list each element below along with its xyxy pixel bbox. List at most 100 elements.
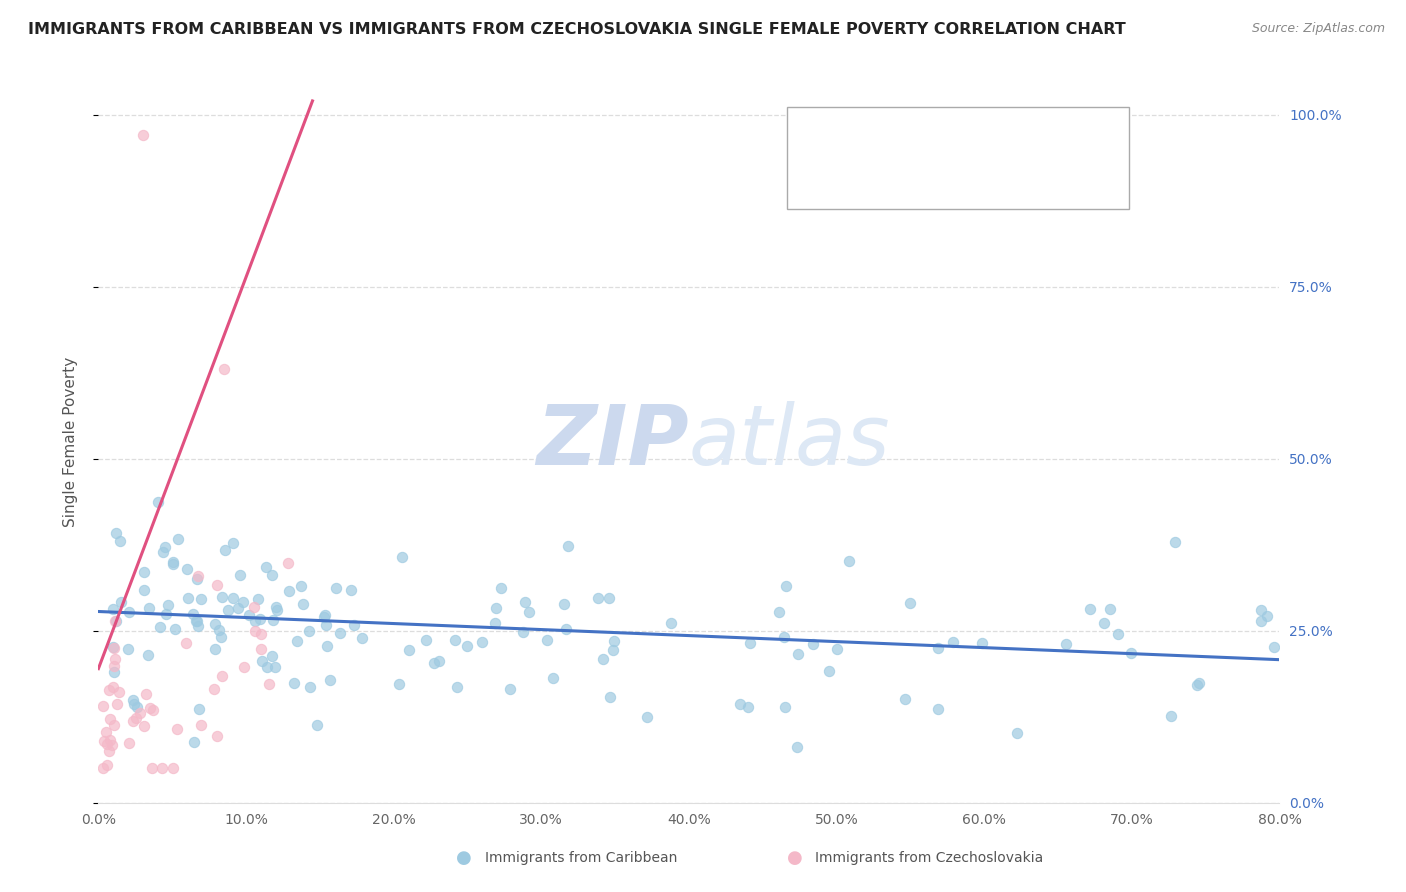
Bar bbox=[803, 120, 845, 152]
Point bbox=[96, 737, 118, 751]
Point bbox=[98, 733, 121, 747]
Point bbox=[339, 583, 361, 598]
Point bbox=[136, 648, 159, 662]
Point bbox=[254, 560, 277, 574]
Point bbox=[1078, 602, 1101, 616]
Text: R =: R = bbox=[858, 129, 884, 145]
Point bbox=[942, 635, 965, 649]
Point bbox=[91, 761, 114, 775]
Point bbox=[188, 702, 211, 716]
Point bbox=[446, 681, 468, 695]
Point bbox=[202, 682, 225, 697]
Point bbox=[1188, 676, 1211, 690]
Point bbox=[243, 614, 266, 628]
Point bbox=[260, 649, 283, 664]
Point bbox=[818, 664, 841, 678]
Bar bbox=[803, 161, 845, 194]
Point bbox=[103, 665, 125, 680]
Point bbox=[229, 567, 252, 582]
Text: IMMIGRANTS FROM CARIBBEAN VS IMMIGRANTS FROM CZECHOSLOVAKIA SINGLE FEMALE POVERT: IMMIGRANTS FROM CARIBBEAN VS IMMIGRANTS … bbox=[28, 22, 1126, 37]
Point bbox=[211, 669, 233, 683]
Point bbox=[93, 734, 115, 748]
Point bbox=[135, 687, 157, 701]
Point bbox=[768, 605, 790, 619]
Point bbox=[103, 640, 125, 655]
Point bbox=[232, 594, 254, 608]
Point bbox=[264, 600, 287, 615]
Point bbox=[97, 683, 120, 698]
Point bbox=[247, 591, 270, 606]
Point bbox=[1256, 609, 1278, 624]
Point bbox=[139, 701, 162, 715]
Point bbox=[162, 761, 184, 775]
Point bbox=[557, 539, 579, 553]
Point bbox=[176, 561, 198, 575]
Point bbox=[456, 639, 478, 653]
Point bbox=[222, 536, 245, 550]
Point bbox=[132, 128, 155, 143]
Y-axis label: Single Female Poverty: Single Female Poverty bbox=[63, 357, 77, 526]
Point bbox=[1107, 627, 1129, 641]
Point bbox=[217, 603, 239, 617]
Text: N =: N = bbox=[997, 129, 1024, 145]
Point bbox=[103, 602, 125, 616]
Point bbox=[186, 614, 208, 628]
Point bbox=[105, 614, 128, 628]
Point bbox=[208, 623, 231, 637]
Point bbox=[204, 616, 226, 631]
Point bbox=[104, 525, 127, 540]
Point bbox=[329, 625, 352, 640]
Point bbox=[471, 635, 494, 649]
Point bbox=[150, 761, 173, 775]
Point bbox=[142, 703, 165, 717]
Point bbox=[103, 641, 125, 656]
Text: ●: ● bbox=[456, 849, 472, 867]
Point bbox=[259, 676, 281, 690]
Point bbox=[250, 654, 273, 668]
Point bbox=[186, 572, 208, 586]
Point bbox=[415, 633, 437, 648]
Point bbox=[176, 636, 198, 650]
Point bbox=[166, 723, 188, 737]
Point bbox=[117, 642, 139, 657]
Point bbox=[233, 660, 256, 674]
Point bbox=[96, 758, 118, 772]
Point bbox=[444, 633, 467, 648]
Text: -0.260: -0.260 bbox=[910, 129, 965, 145]
Point bbox=[96, 725, 118, 739]
Point bbox=[129, 706, 152, 721]
Point bbox=[1160, 709, 1182, 723]
Text: Immigrants from Caribbean: Immigrants from Caribbean bbox=[485, 851, 678, 865]
Point bbox=[91, 699, 114, 714]
Point bbox=[893, 691, 915, 706]
Point bbox=[226, 600, 249, 615]
Point bbox=[1250, 603, 1272, 617]
Point bbox=[1263, 640, 1285, 655]
Text: ●: ● bbox=[786, 849, 803, 867]
Point bbox=[155, 607, 177, 622]
Point bbox=[315, 639, 337, 653]
Point bbox=[350, 631, 373, 645]
Point bbox=[738, 636, 761, 650]
Point bbox=[603, 633, 626, 648]
Point bbox=[737, 700, 759, 714]
Point bbox=[211, 590, 233, 604]
Point bbox=[315, 618, 337, 632]
Point bbox=[121, 693, 143, 707]
Point bbox=[391, 549, 413, 564]
Point bbox=[838, 554, 860, 568]
Point bbox=[187, 569, 209, 583]
Point bbox=[970, 636, 993, 650]
Point bbox=[489, 581, 512, 595]
Point bbox=[124, 711, 146, 725]
Point bbox=[319, 673, 342, 687]
Point bbox=[167, 533, 190, 547]
Point bbox=[1185, 678, 1208, 692]
Point bbox=[592, 652, 614, 666]
Point bbox=[536, 633, 558, 648]
Point bbox=[827, 642, 849, 657]
Point bbox=[427, 654, 450, 668]
Point bbox=[1163, 535, 1185, 549]
Point bbox=[97, 744, 120, 758]
Point bbox=[659, 615, 682, 630]
